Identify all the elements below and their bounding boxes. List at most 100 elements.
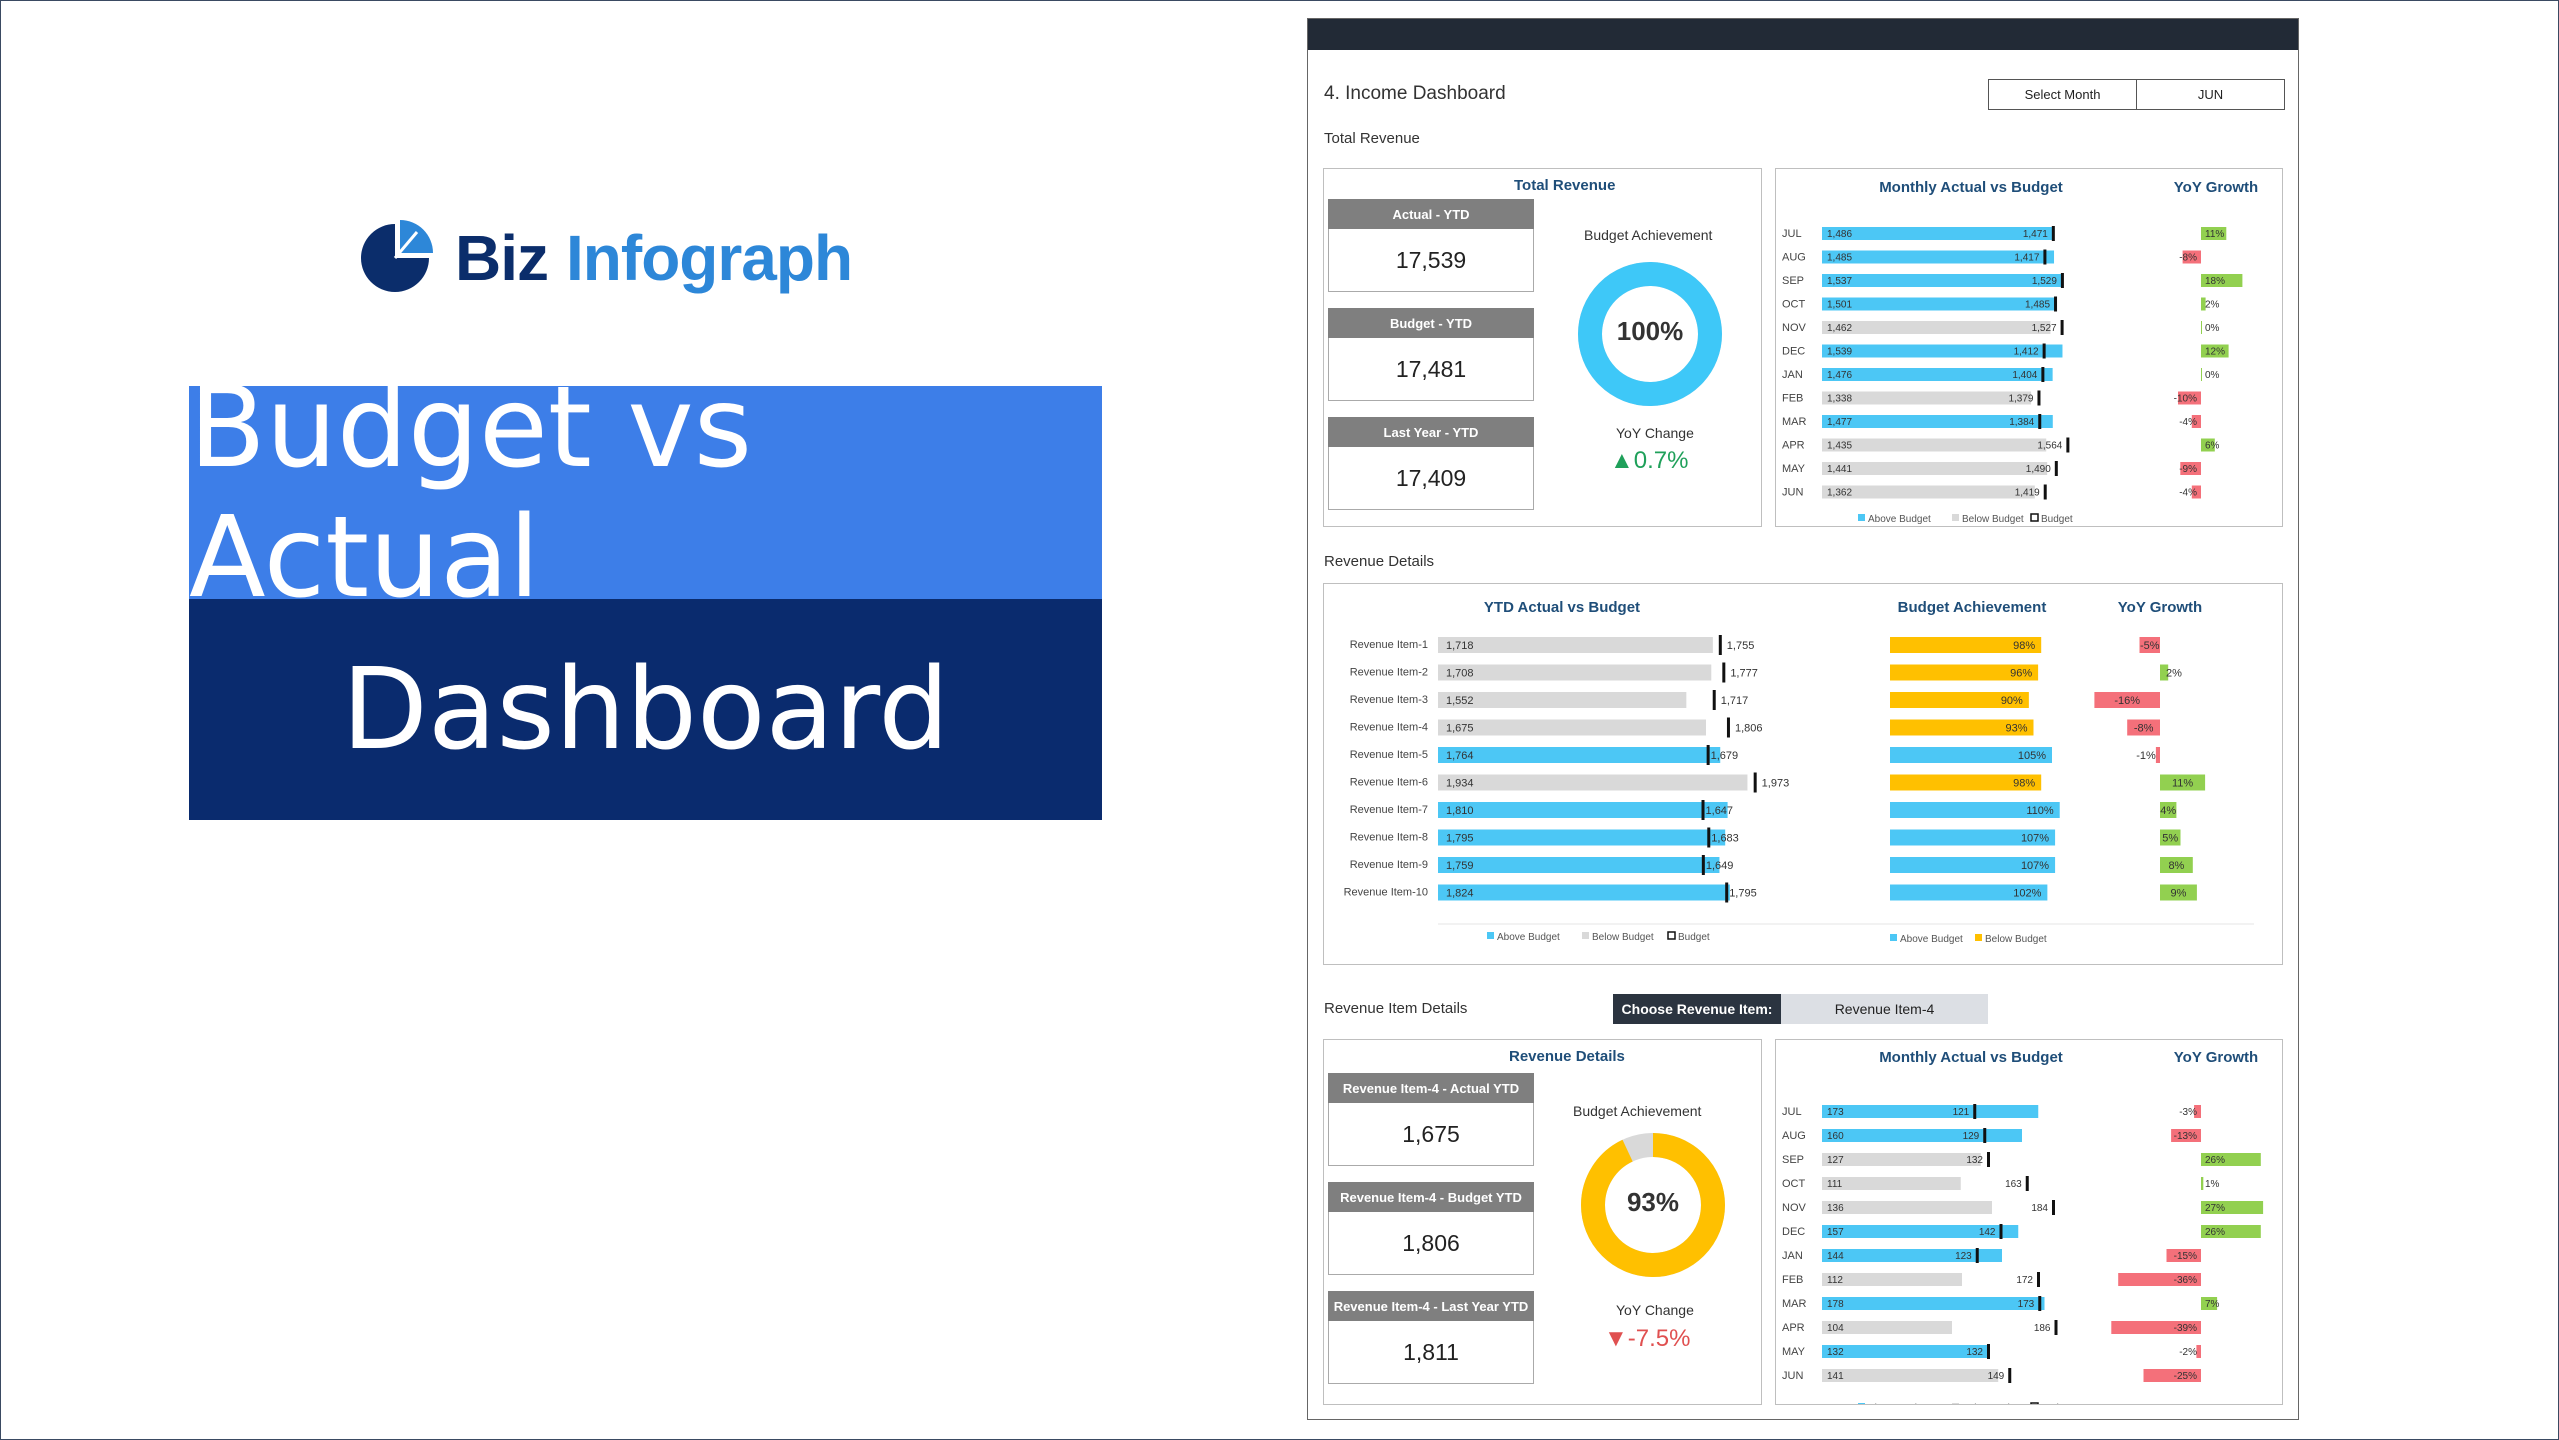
yoy-label: -4% <box>2179 417 2197 428</box>
legend-below: Below Budget <box>1592 932 1654 943</box>
budget-label: 1,527 <box>2032 323 2057 334</box>
choose-revenue-item-value[interactable]: Revenue Item-4 <box>1781 994 1988 1024</box>
ytd-budget-marker <box>1706 745 1710 765</box>
ytd-budget-label: 1,973 <box>1762 778 1790 790</box>
legend-below-swatch <box>1582 932 1589 939</box>
yoy-label: 8% <box>2168 860 2184 872</box>
legend-above: Above Budget <box>1497 932 1560 943</box>
achievement-label: 96% <box>2010 668 2032 680</box>
item-kpi-actual-label: Revenue Item-4 - Actual YTD <box>1328 1073 1534 1103</box>
yoy-growth-title: YoY Growth <box>2174 179 2258 196</box>
actual-label: 127 <box>1827 1155 1844 1166</box>
yoy-bar <box>2160 802 2177 818</box>
ytd-actual-label: 1,718 <box>1446 640 1474 652</box>
achievement-label: 98% <box>2013 778 2035 790</box>
revenue-item-label: Revenue Item-7 <box>1350 804 1428 816</box>
actual-bar <box>1822 321 2051 334</box>
yoy-bar <box>2201 1225 2261 1238</box>
yoy-label: -25% <box>2174 1371 2197 1382</box>
yoy-bar <box>2196 1345 2201 1358</box>
yoy-label: 5% <box>2162 833 2178 845</box>
budget-label: 129 <box>1963 1131 1980 1142</box>
month-label: APR <box>1782 1322 1805 1334</box>
yoy-label: -13% <box>2174 1131 2197 1142</box>
actual-label: 1,501 <box>1827 300 1852 311</box>
achievement-label: 105% <box>2018 750 2046 762</box>
section-revenue-details: Revenue Details <box>1324 553 1435 570</box>
budget-marker <box>2054 296 2058 312</box>
budget-label: 142 <box>1979 1227 1996 1238</box>
monthly-actual-vs-budget-panel: Monthly Actual vs Budget YoY Growth JUL 1,4… <box>1775 168 2283 527</box>
ytd-budget-label: 1,679 <box>1711 750 1739 762</box>
actual-label: 160 <box>1827 1131 1844 1142</box>
ytd-actual-label: 1,810 <box>1446 805 1474 817</box>
actual-bar <box>1822 227 2055 240</box>
budget-label: 172 <box>2016 1275 2033 1286</box>
ytd-actual-bar <box>1438 802 1728 818</box>
actual-label: 112 <box>1827 1275 1843 1286</box>
month-label: JAN <box>1782 1250 1803 1262</box>
biz-infograph-logo: Biz Infograph <box>357 213 853 303</box>
ytd-actual-label: 1,759 <box>1446 860 1474 872</box>
ytd-budget-marker <box>1707 827 1711 848</box>
legend-budget: Budget <box>2041 514 2073 525</box>
legend-below-swatch <box>1952 1403 1959 1404</box>
achievement-bar <box>1890 747 2052 763</box>
yoy-bar <box>2127 719 2160 736</box>
revenue-item-label: Revenue Item-10 <box>1344 887 1428 899</box>
achievement-bar <box>1890 719 2034 736</box>
item-budget-achievement-label: Budget Achievement <box>1573 1103 1702 1119</box>
yoy-bar <box>2201 227 2227 240</box>
actual-label: 1,441 <box>1827 464 1852 475</box>
revenue-details-chart: YTD Actual vs Budget Budget Achievement Yo… <box>1344 599 2254 945</box>
yoy-label: -39% <box>2174 1323 2197 1334</box>
month-label: MAY <box>1782 1346 1806 1358</box>
actual-label: 1,362 <box>1827 488 1852 499</box>
yoy-label: -36% <box>2174 1275 2197 1286</box>
budget-marker <box>1975 1248 1979 1263</box>
budget-label: 123 <box>1955 1251 1972 1262</box>
actual-label: 1,477 <box>1827 417 1852 428</box>
ytd-budget-marker <box>1701 800 1705 820</box>
ytd-budget-label: 1,777 <box>1730 668 1758 680</box>
yoy-label: 2% <box>2205 300 2220 311</box>
ytd-actual-bar <box>1438 829 1726 846</box>
yoy-label: -5% <box>2140 640 2160 652</box>
month-label: JUL <box>1782 1106 1802 1118</box>
budget-label: 132 <box>1966 1155 1983 1166</box>
monthly-chart-title: Monthly Actual vs Budget <box>1879 1049 2063 1066</box>
select-month-control[interactable]: Select Month JUN <box>1988 79 2285 110</box>
actual-bar <box>1822 462 2048 475</box>
yoy-bar <box>2201 321 2202 334</box>
choose-revenue-item-label: Choose Revenue Item: <box>1613 994 1781 1024</box>
item-kpi-budget-label: Revenue Item-4 - Budget YTD <box>1328 1182 1534 1212</box>
yoy-bar <box>2201 297 2206 311</box>
yoy-label: 2% <box>2166 668 2182 680</box>
yoy-bar <box>2201 1201 2264 1214</box>
item-kpi-actual-value: 1,675 <box>1328 1103 1534 1166</box>
budget-achievement-label: Budget Achievement <box>1584 227 1713 243</box>
kpi-last-year-ytd-label: Last Year - YTD <box>1328 417 1534 447</box>
ytd-budget-marker <box>1726 717 1730 738</box>
yoy-bar <box>2201 368 2202 381</box>
select-month-label: Select Month <box>1989 80 2137 109</box>
item-kpi-last-year-label: Revenue Item-4 - Last Year YTD <box>1328 1291 1534 1321</box>
income-dashboard: 4. Income Dashboard Select Month JUN Tot… <box>1307 18 2299 1420</box>
yoy-label: 27% <box>2205 1203 2225 1214</box>
ytd-chart-title: YTD Actual vs Budget <box>1484 599 1640 616</box>
achievement-bar <box>1890 884 2048 901</box>
achievement-label: 102% <box>2013 888 2041 900</box>
actual-bar <box>1822 1153 1981 1166</box>
actual-bar <box>1822 1129 2022 1142</box>
ytd-budget-label: 1,647 <box>1706 805 1734 817</box>
actual-bar <box>1822 344 2063 358</box>
actual-bar <box>1822 415 2053 428</box>
choose-revenue-item-control[interactable]: Choose Revenue Item: Revenue Item-4 <box>1613 994 1988 1024</box>
yoy-label: 0% <box>2205 370 2220 381</box>
budget-marker <box>1983 1128 1987 1143</box>
month-label: SEP <box>1782 1154 1804 1166</box>
select-month-value[interactable]: JUN <box>2197 87 2224 102</box>
budget-marker <box>2025 1176 2029 1191</box>
budget-achievement-donut <box>1578 262 1722 406</box>
achievement-bar <box>1890 664 2039 681</box>
